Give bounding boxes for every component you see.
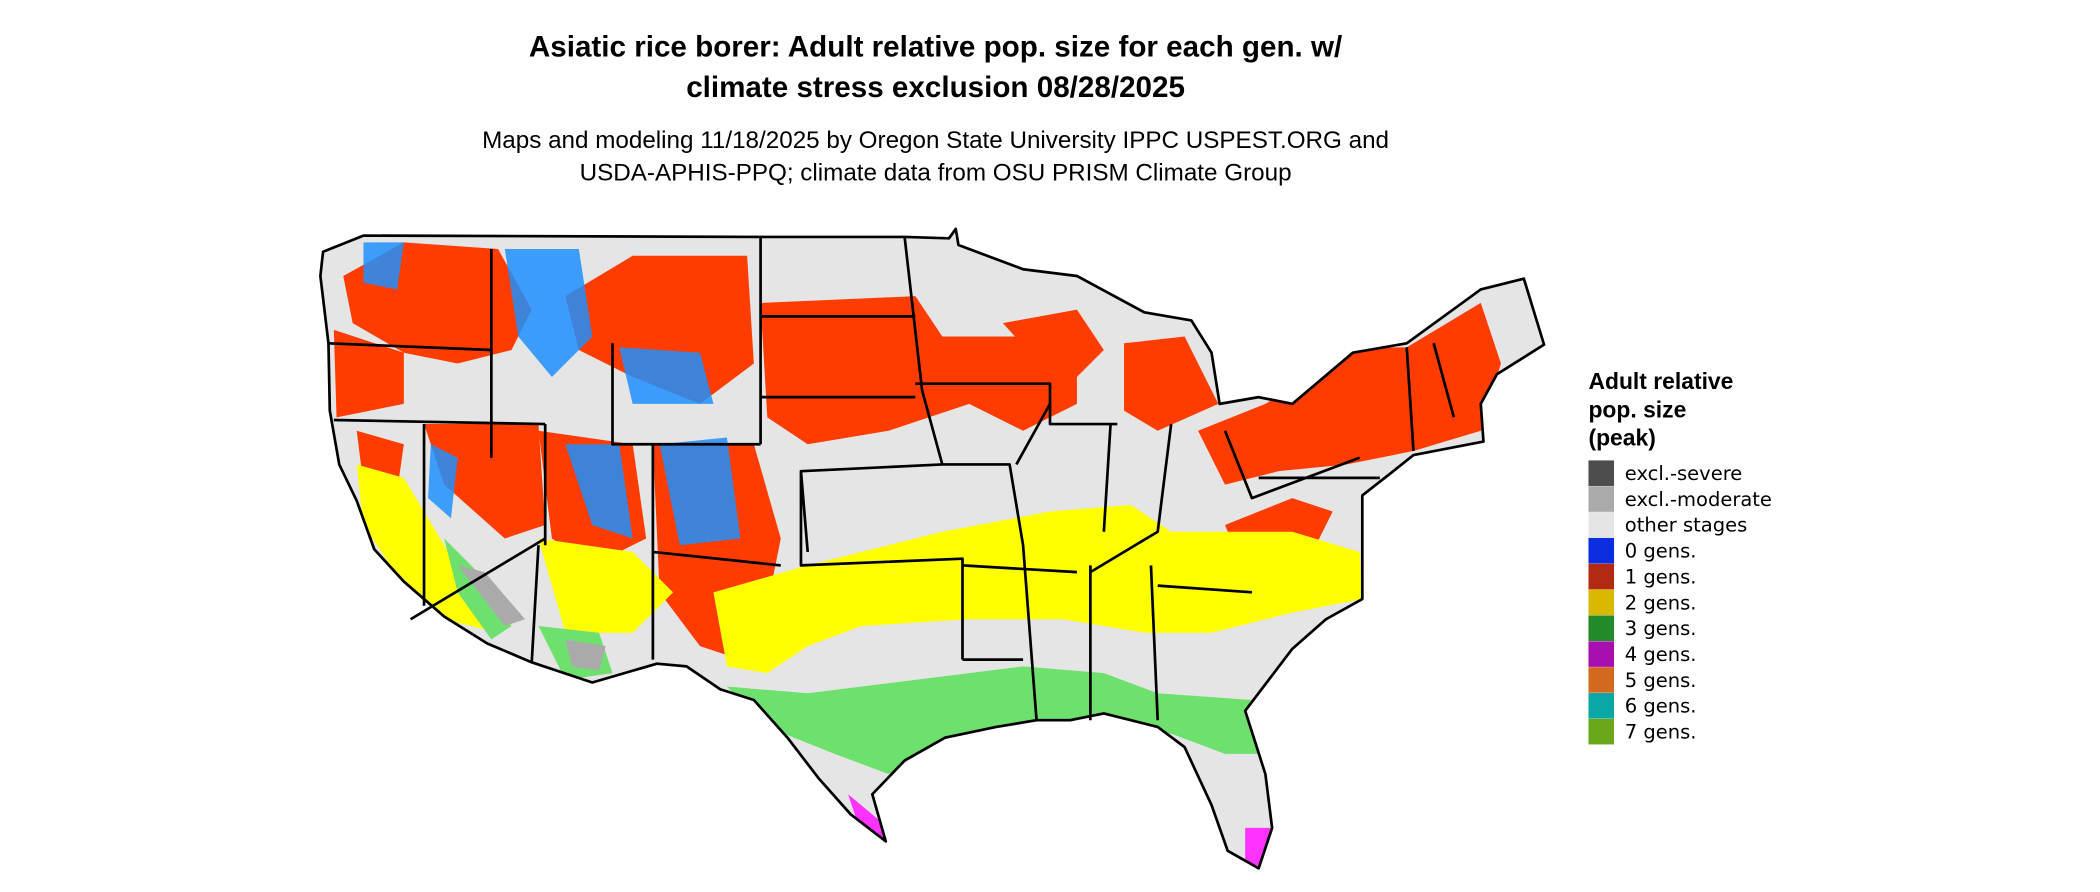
legend-swatch [1588, 512, 1615, 538]
subtitle: Maps and modeling 11/18/2025 by Oregon S… [482, 127, 1389, 154]
legend-title: Adult relative [1588, 368, 1733, 394]
legend-swatch [1588, 460, 1615, 486]
legend-title: pop. size [1588, 396, 1686, 422]
legend-label: 4 gens. [1625, 643, 1697, 666]
legend: Adult relative pop. size (peak) excl.-se… [1588, 368, 1772, 745]
us-map [319, 227, 1546, 870]
legend-swatch [1588, 615, 1615, 642]
legend-label: 7 gens. [1625, 721, 1697, 744]
legend-label: 5 gens. [1625, 669, 1697, 692]
legend-swatch [1588, 718, 1615, 745]
legend-label: excl.-severe [1625, 462, 1743, 485]
subtitle: USDA-APHIS-PPQ; climate data from OSU PR… [580, 159, 1292, 186]
legend-label: 6 gens. [1625, 695, 1697, 718]
legend-label: 3 gens. [1625, 617, 1697, 640]
legend-swatch [1588, 537, 1615, 564]
legend-swatch [1588, 693, 1615, 719]
legend-swatch [1588, 486, 1615, 512]
model-output [333, 242, 1501, 869]
legend-label: excl.-moderate [1625, 488, 1772, 511]
legend-swatch [1588, 641, 1615, 667]
title: Asiatic rice borer: Adult relative pop. … [529, 31, 1342, 64]
legend-label: 0 gens. [1625, 540, 1697, 563]
legend-label: 2 gens. [1625, 591, 1697, 614]
state-borders [319, 227, 1546, 870]
legend-label: other stages [1625, 514, 1747, 537]
title: climate stress exclusion 08/28/2025 [686, 71, 1185, 104]
legend-swatch [1588, 563, 1615, 590]
legend-title: (peak) [1588, 425, 1655, 451]
legend-swatch [1588, 667, 1615, 693]
legend-label: 1 gens. [1625, 565, 1697, 588]
legend-swatch [1588, 589, 1615, 616]
